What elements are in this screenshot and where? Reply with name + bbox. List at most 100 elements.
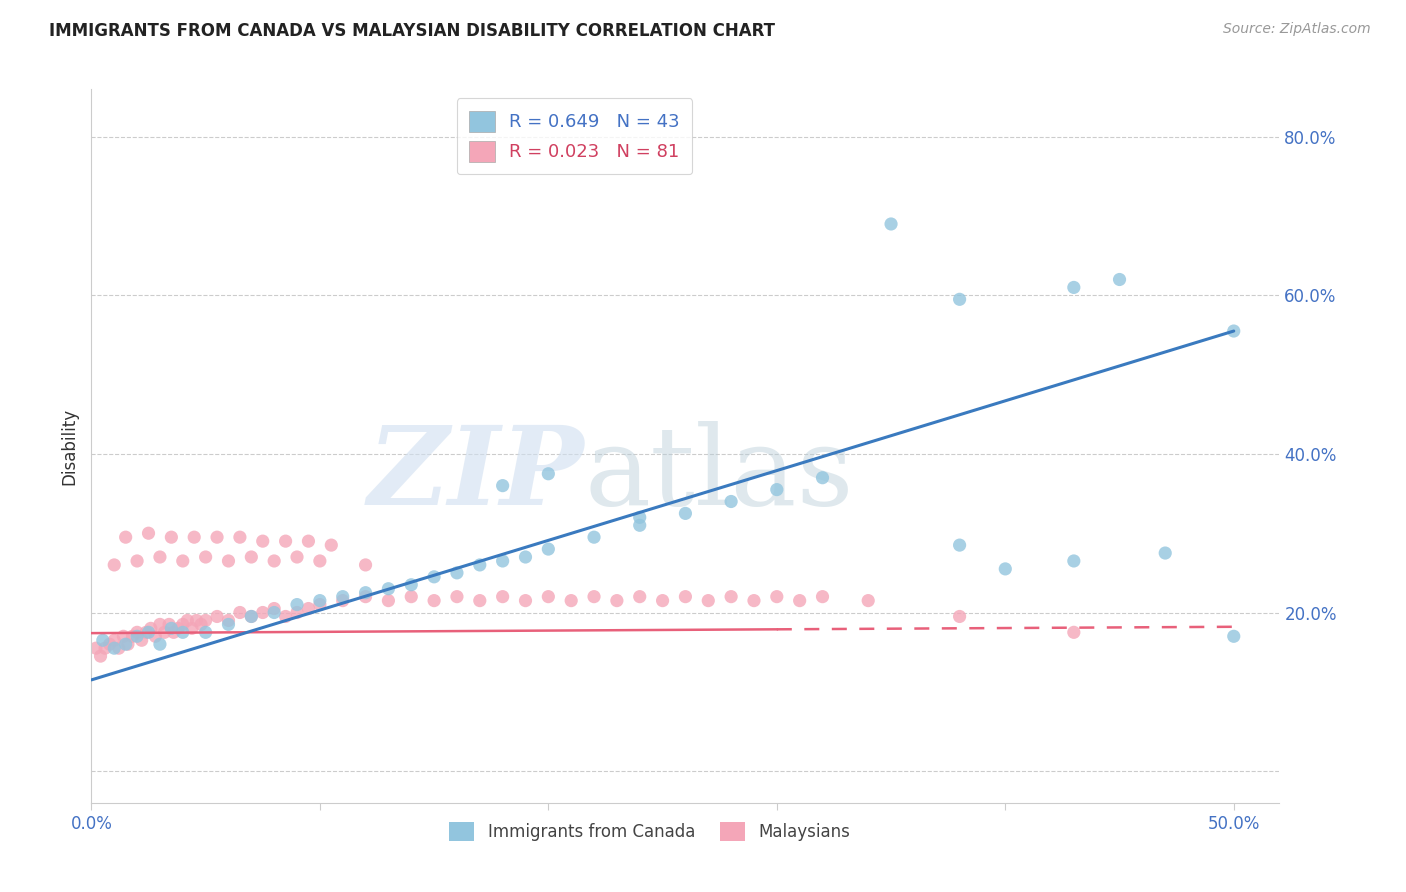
Point bbox=[354, 558, 377, 572]
Point bbox=[673, 590, 696, 604]
Point bbox=[240, 609, 263, 624]
Point bbox=[217, 554, 239, 568]
Point bbox=[628, 590, 651, 604]
Point bbox=[811, 471, 834, 485]
Point bbox=[121, 629, 143, 643]
Point bbox=[90, 649, 111, 664]
Point bbox=[127, 554, 148, 568]
Point bbox=[229, 530, 252, 544]
Point bbox=[423, 593, 446, 607]
Point bbox=[308, 593, 330, 607]
Point bbox=[628, 518, 651, 533]
Point bbox=[135, 625, 157, 640]
Point bbox=[537, 590, 560, 604]
Point bbox=[1222, 629, 1244, 643]
Point bbox=[160, 530, 183, 544]
Point bbox=[537, 542, 560, 557]
Point bbox=[172, 554, 194, 568]
Text: IMMIGRANTS FROM CANADA VS MALAYSIAN DISABILITY CORRELATION CHART: IMMIGRANTS FROM CANADA VS MALAYSIAN DISA… bbox=[49, 22, 775, 40]
Point bbox=[308, 598, 330, 612]
Point bbox=[263, 554, 285, 568]
Point bbox=[149, 549, 172, 564]
Point bbox=[297, 601, 319, 615]
Point bbox=[143, 629, 166, 643]
Point bbox=[127, 629, 148, 643]
Point bbox=[127, 625, 148, 640]
Point bbox=[103, 641, 125, 656]
Point bbox=[285, 598, 308, 612]
Point bbox=[229, 606, 252, 620]
Point bbox=[149, 617, 172, 632]
Point bbox=[354, 585, 377, 599]
Point bbox=[217, 617, 239, 632]
Point bbox=[765, 590, 787, 604]
Point bbox=[399, 590, 422, 604]
Point bbox=[176, 614, 198, 628]
Point bbox=[107, 641, 129, 656]
Point bbox=[354, 590, 377, 604]
Point bbox=[205, 609, 228, 624]
Point bbox=[274, 534, 297, 549]
Text: atlas: atlas bbox=[585, 421, 853, 528]
Point bbox=[491, 554, 513, 568]
Point bbox=[537, 467, 560, 481]
Point bbox=[765, 483, 787, 497]
Point bbox=[628, 510, 651, 524]
Point bbox=[856, 593, 879, 607]
Point bbox=[194, 614, 217, 628]
Point bbox=[1222, 324, 1244, 338]
Point bbox=[149, 637, 172, 651]
Point bbox=[167, 621, 190, 635]
Point bbox=[138, 526, 160, 541]
Point bbox=[582, 530, 605, 544]
Point bbox=[183, 530, 205, 544]
Point bbox=[423, 570, 446, 584]
Point bbox=[252, 606, 274, 620]
Point bbox=[103, 633, 125, 648]
Point bbox=[117, 637, 139, 651]
Point bbox=[468, 593, 491, 607]
Point bbox=[651, 593, 673, 607]
Point bbox=[1154, 546, 1177, 560]
Point bbox=[157, 617, 180, 632]
Point bbox=[515, 549, 537, 564]
Point bbox=[172, 625, 194, 640]
Point bbox=[180, 621, 202, 635]
Point bbox=[84, 641, 107, 656]
Point bbox=[446, 590, 468, 604]
Point bbox=[582, 590, 605, 604]
Point bbox=[1063, 280, 1085, 294]
Point bbox=[114, 637, 136, 651]
Point bbox=[948, 538, 970, 552]
Point bbox=[240, 609, 263, 624]
Point bbox=[332, 590, 354, 604]
Point bbox=[98, 637, 121, 651]
Point bbox=[240, 549, 263, 564]
Point bbox=[162, 625, 184, 640]
Point bbox=[194, 625, 217, 640]
Point bbox=[172, 617, 194, 632]
Point bbox=[139, 621, 162, 635]
Point bbox=[114, 530, 136, 544]
Text: Source: ZipAtlas.com: Source: ZipAtlas.com bbox=[1223, 22, 1371, 37]
Point bbox=[1063, 554, 1085, 568]
Point bbox=[606, 593, 628, 607]
Point bbox=[112, 629, 135, 643]
Point bbox=[103, 558, 125, 572]
Point bbox=[94, 641, 117, 656]
Point bbox=[91, 633, 114, 648]
Point bbox=[811, 590, 834, 604]
Point bbox=[880, 217, 903, 231]
Point bbox=[491, 478, 513, 492]
Point bbox=[491, 590, 513, 604]
Point bbox=[948, 293, 970, 307]
Point bbox=[515, 593, 537, 607]
Point bbox=[297, 534, 319, 549]
Point bbox=[468, 558, 491, 572]
Point bbox=[205, 530, 228, 544]
Legend: Immigrants from Canada, Malaysians: Immigrants from Canada, Malaysians bbox=[443, 815, 856, 848]
Point bbox=[377, 582, 399, 596]
Point bbox=[697, 593, 720, 607]
Point bbox=[332, 593, 354, 607]
Point bbox=[194, 549, 217, 564]
